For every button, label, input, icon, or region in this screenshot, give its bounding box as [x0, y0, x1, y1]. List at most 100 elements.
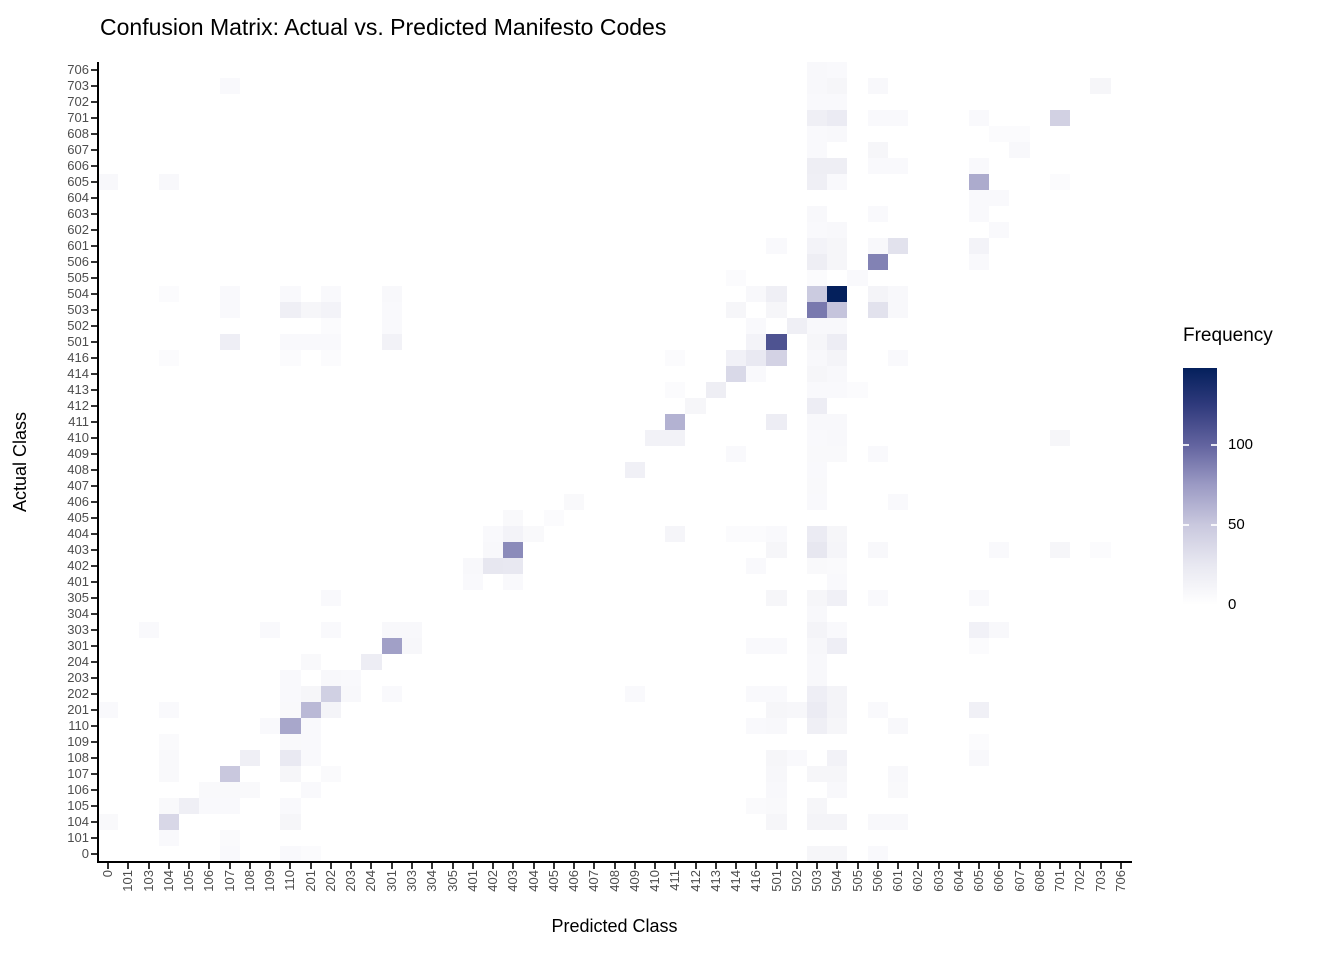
heatmap-cell	[847, 382, 868, 398]
y-axis-line	[97, 62, 99, 863]
heatmap-cell	[482, 542, 504, 558]
heatmap-cell	[219, 286, 240, 302]
heatmap-cell	[806, 766, 828, 782]
heatmap-cell	[827, 446, 848, 462]
heatmap-cell	[867, 78, 888, 94]
x-tick-mark	[633, 863, 636, 869]
x-tick-mark	[188, 863, 191, 869]
x-tick-mark	[532, 863, 535, 869]
heatmap-cell	[766, 798, 787, 814]
x-tick-label: 108	[241, 870, 257, 892]
heatmap-cell	[462, 574, 483, 590]
x-tick-mark	[613, 863, 616, 869]
y-tick-mark	[91, 213, 97, 215]
y-tick-mark	[91, 821, 97, 823]
heatmap-cell	[725, 270, 747, 286]
heatmap-cell	[968, 158, 990, 174]
heatmap-cell	[320, 622, 342, 638]
heatmap-cell	[1009, 142, 1030, 158]
heatmap-cell	[260, 718, 281, 734]
heatmap-cell	[887, 494, 909, 510]
heatmap-cell	[827, 222, 848, 238]
y-tick-mark	[91, 277, 97, 279]
heatmap-cell	[766, 238, 787, 254]
heatmap-cell	[320, 590, 342, 606]
heatmap-cell	[381, 638, 402, 654]
y-tick-label: 401	[67, 574, 89, 589]
heatmap-cell	[827, 382, 848, 398]
x-tick-label: 501	[768, 870, 784, 892]
heatmap-cell	[867, 702, 888, 718]
legend-tick-mark	[1183, 443, 1189, 446]
heatmap-cell	[806, 430, 828, 446]
x-tick-label: 706	[1112, 870, 1128, 892]
y-tick-label: 407	[67, 478, 89, 493]
heatmap-cell	[806, 126, 828, 142]
heatmap-cell	[503, 558, 524, 574]
heatmap-cell	[280, 302, 301, 318]
heatmap-cell	[766, 686, 787, 702]
x-tick-label: 203	[343, 870, 359, 892]
x-tick-mark	[897, 863, 900, 869]
y-tick-label: 107	[67, 766, 89, 781]
heatmap-cell	[98, 174, 119, 190]
heatmap-cell	[523, 526, 544, 542]
heatmap-cell	[746, 286, 767, 302]
heatmap-cell	[280, 750, 301, 766]
x-tick-label: 0	[100, 870, 116, 878]
y-tick-label: 303	[67, 622, 89, 637]
x-tick-label: 202	[322, 870, 338, 892]
heatmap-cell	[665, 414, 686, 430]
heatmap-cell	[989, 222, 1010, 238]
heatmap-cell	[543, 510, 564, 526]
heatmap-cell	[806, 622, 828, 638]
heatmap-cell	[766, 782, 787, 798]
heatmap-cell	[806, 350, 828, 366]
heatmap-cell	[665, 526, 686, 542]
x-tick-mark	[411, 863, 413, 869]
x-tick-label: 411	[667, 870, 683, 891]
x-tick-mark	[471, 863, 474, 869]
y-tick-label: 603	[67, 206, 89, 221]
heatmap-cell	[867, 110, 888, 126]
x-tick-label: 303	[404, 870, 419, 892]
heatmap-cell	[300, 782, 321, 798]
y-tick-label: 402	[67, 558, 89, 573]
heatmap-cell	[766, 334, 787, 350]
heatmap-cell	[827, 126, 848, 142]
heatmap-cell	[806, 462, 828, 478]
heatmap-cell	[280, 734, 301, 750]
y-tick-label: 501	[67, 334, 89, 349]
heatmap-cell	[766, 814, 787, 830]
x-tick-label: 110	[282, 870, 298, 891]
heatmap-cell	[827, 318, 848, 334]
heatmap-cell	[968, 590, 990, 606]
y-tick-mark	[91, 565, 97, 567]
heatmap-cell	[158, 174, 179, 190]
legend-tick-label: 100	[1228, 435, 1254, 453]
x-tick-label: 410	[647, 870, 662, 892]
heatmap-cell	[806, 270, 828, 286]
x-tick-label: 608	[1031, 870, 1047, 892]
heatmap-cell	[381, 302, 402, 318]
heatmap-cell	[766, 302, 787, 318]
y-tick-mark	[91, 85, 97, 87]
heatmap-cell	[219, 766, 240, 782]
heatmap-cell	[158, 702, 179, 718]
x-tick-mark	[755, 863, 758, 869]
x-tick-mark	[674, 863, 677, 869]
heatmap-cell	[806, 590, 828, 606]
heatmap-cell	[280, 766, 301, 782]
heatmap-cell	[300, 750, 321, 766]
y-tick-label: 409	[67, 446, 89, 461]
x-tick-mark	[350, 863, 353, 869]
heatmap-cell	[766, 542, 787, 558]
heatmap-cell	[624, 462, 645, 478]
y-tick-mark	[91, 341, 97, 343]
heatmap-cell	[482, 558, 504, 574]
y-tick-label: 410	[67, 430, 89, 445]
y-tick-label: 204	[67, 654, 89, 669]
x-tick-mark	[269, 863, 272, 869]
y-tick-label: 502	[67, 318, 89, 333]
